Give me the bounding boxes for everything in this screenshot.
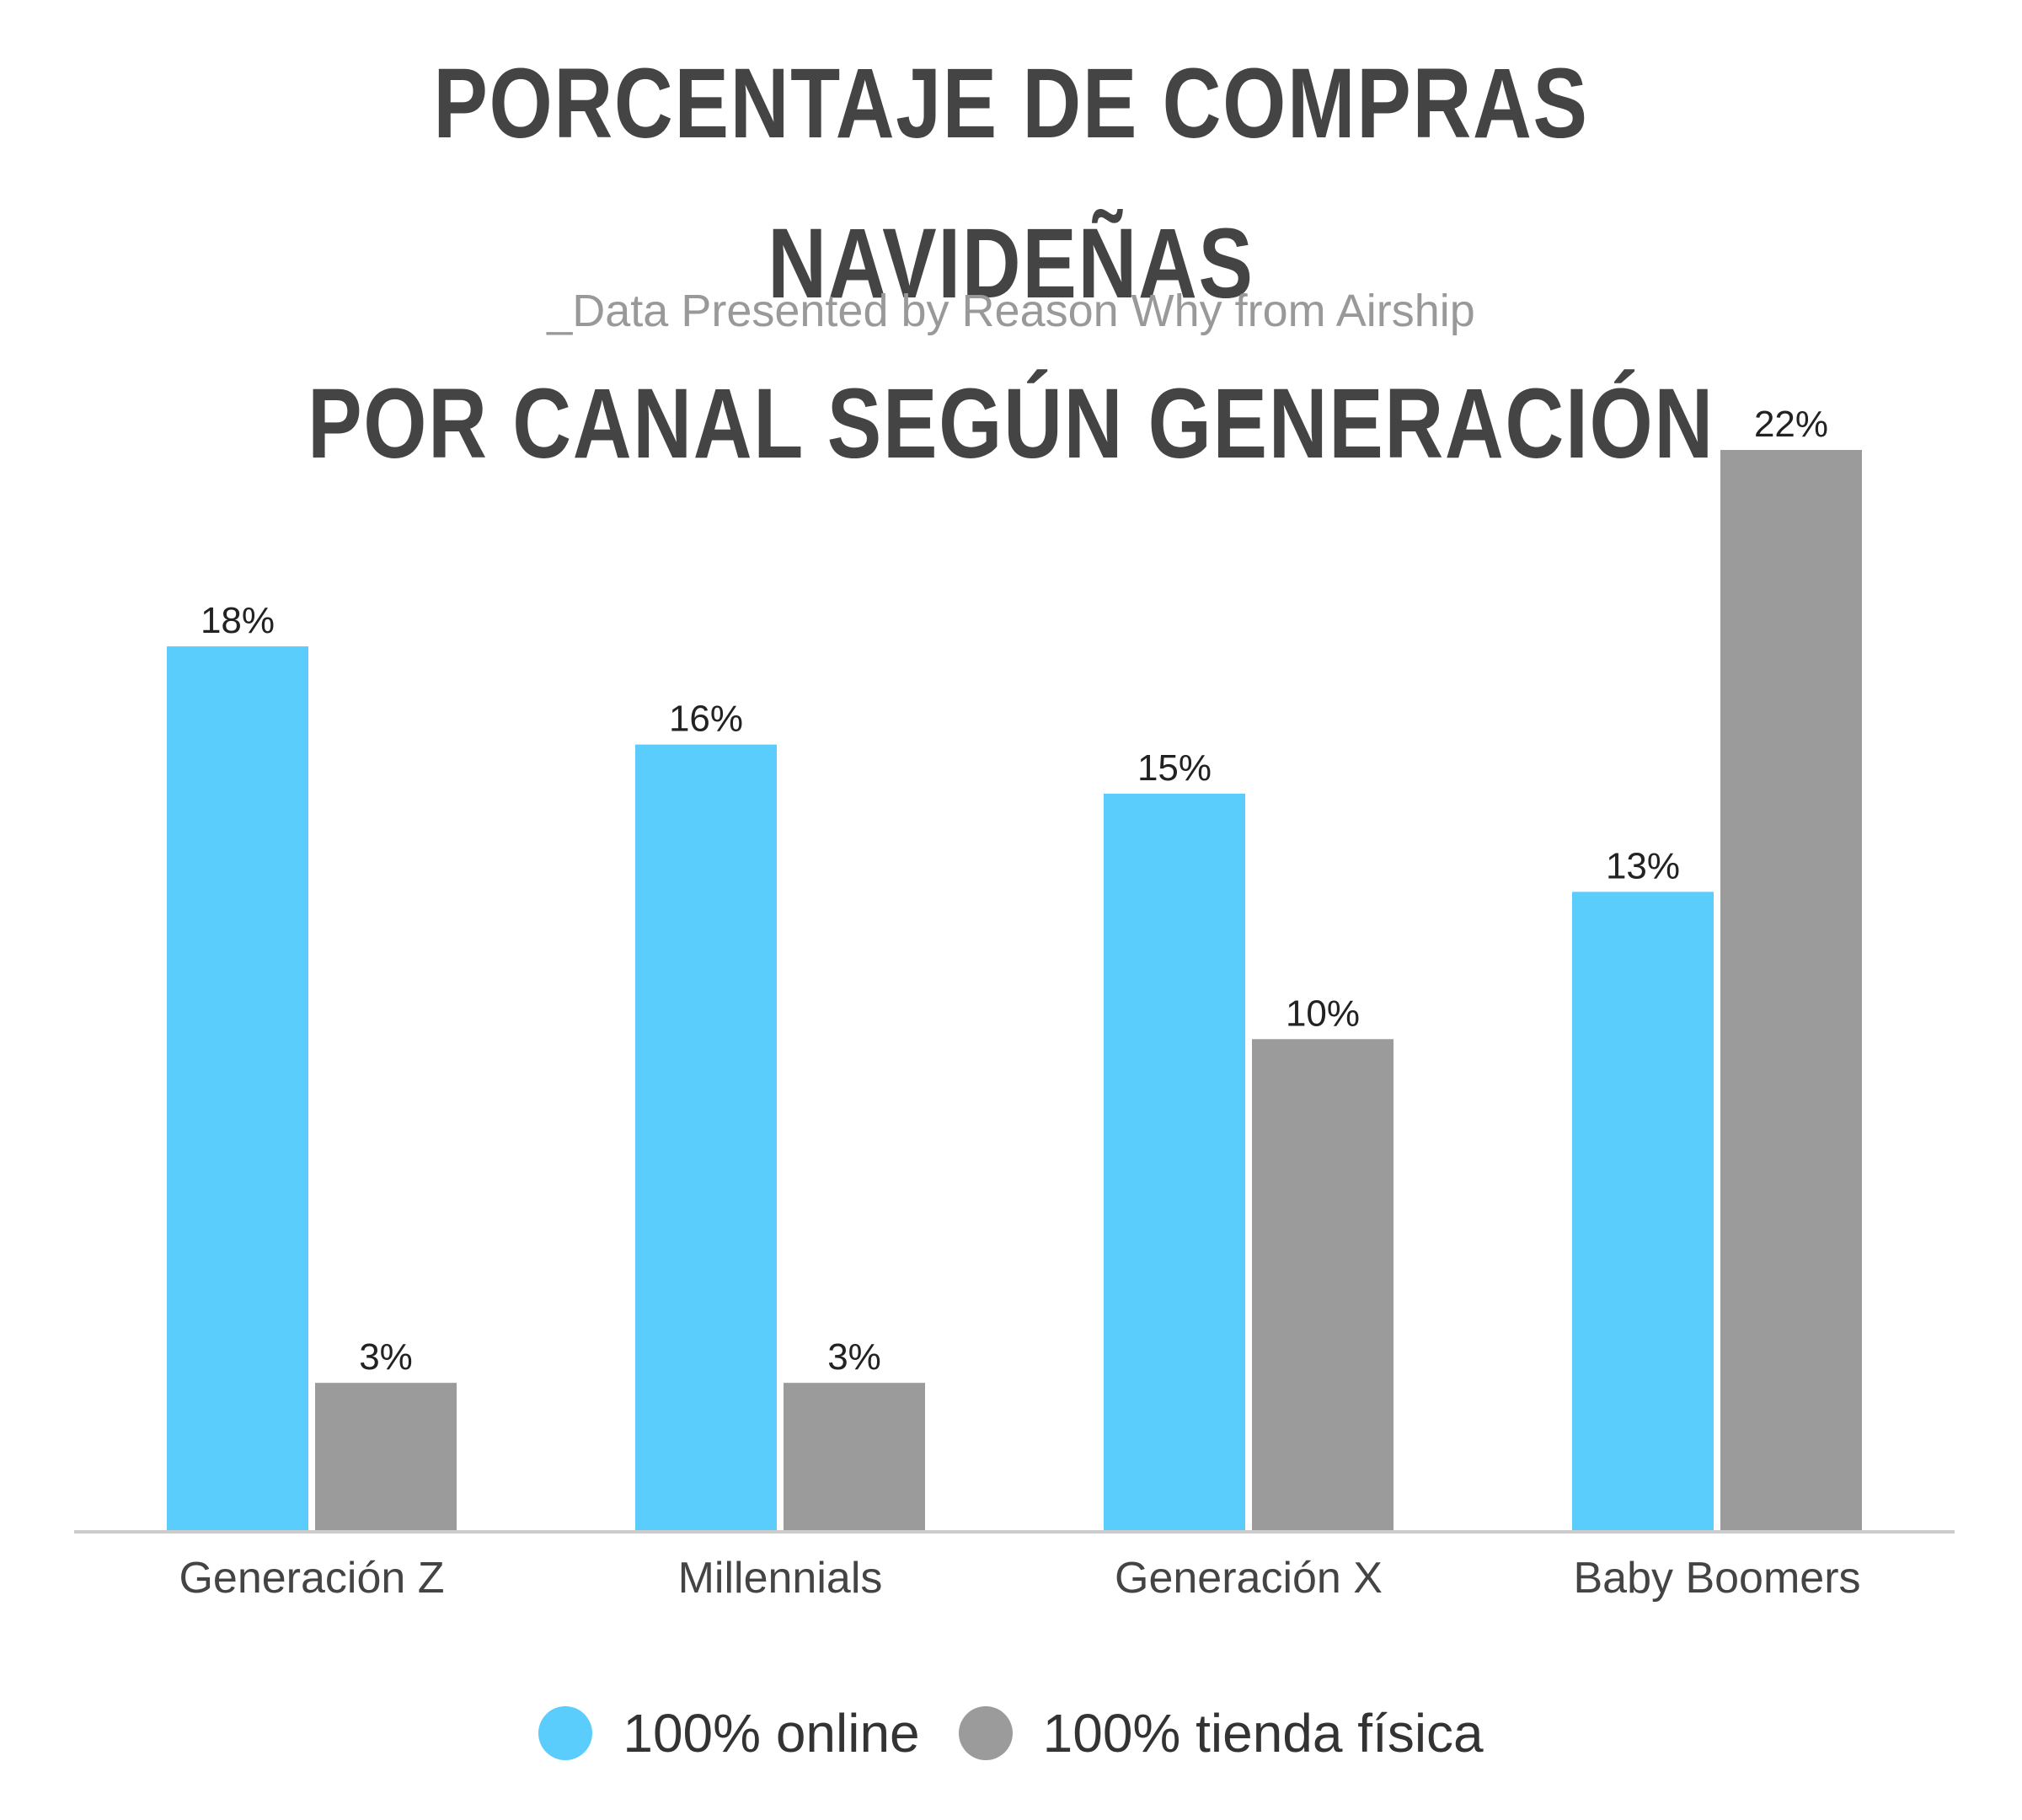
legend-label-tienda: 100% tienda física <box>1042 1703 1484 1764</box>
data-label-100-online-generacion-x: 15% <box>1137 747 1212 789</box>
bar-100-online-generacion-x <box>1104 793 1245 1530</box>
chart-title-line-2: POR CANAL SEGÚN GENERACIÓN <box>308 368 1714 479</box>
category-label-generacion-z: Generación Z <box>179 1554 444 1603</box>
category-label-baby-boomers: Baby Boomers <box>1573 1554 1860 1603</box>
bar-100-tienda-fisica-millennials <box>784 1383 925 1530</box>
bar-100-tienda-fisica-generacion-z <box>315 1383 457 1530</box>
labels-layer: 18% 3% Generación Z 16% 3% Millennials 15% 10% G… <box>179 404 1860 1603</box>
chart-title-line-1: PORCENTAJE DE COMPRAS NAVIDEÑAS <box>433 48 1589 319</box>
category-label-generacion-x: Generación X <box>1115 1554 1383 1603</box>
bar-100-tienda-fisica-generacion-x <box>1252 1039 1393 1530</box>
bar-100-online-baby-boomers <box>1572 891 1714 1530</box>
legend-item-tienda: 100% tienda física <box>958 1702 1484 1764</box>
data-label-100-tienda-fisica-millennials: 3% <box>827 1336 881 1378</box>
legend-swatch-tienda <box>958 1706 1013 1760</box>
chart-subtitle: _Data Presented by Reason Why from Airsh… <box>547 286 1475 336</box>
data-label-100-tienda-fisica-generacion-z: 3% <box>359 1336 413 1378</box>
legend: 100% online 100% tienda física <box>0 1702 2022 1764</box>
bar-100-tienda-fisica-baby-boomers <box>1720 450 1862 1530</box>
data-label-100-online-millennials: 16% <box>669 699 743 740</box>
bar-100-online-millennials <box>635 744 777 1530</box>
bar-100-online-generacion-z <box>167 646 308 1531</box>
chart-title: PORCENTAJE DE COMPRAS NAVIDEÑAS POR CANA… <box>0 24 2022 504</box>
data-label-100-tienda-fisica-generacion-x: 10% <box>1286 993 1360 1034</box>
bars-layer <box>167 450 1862 1531</box>
legend-swatch-online <box>538 1706 593 1760</box>
data-label-100-tienda-fisica-baby-boomers: 22% <box>1754 404 1828 445</box>
data-label-100-online-generacion-z: 18% <box>201 600 275 641</box>
category-label-millennials: Millennials <box>678 1554 883 1603</box>
legend-label-online: 100% online <box>623 1703 920 1764</box>
legend-item-online: 100% online <box>538 1702 920 1764</box>
data-label-100-online-baby-boomers: 13% <box>1606 845 1680 886</box>
